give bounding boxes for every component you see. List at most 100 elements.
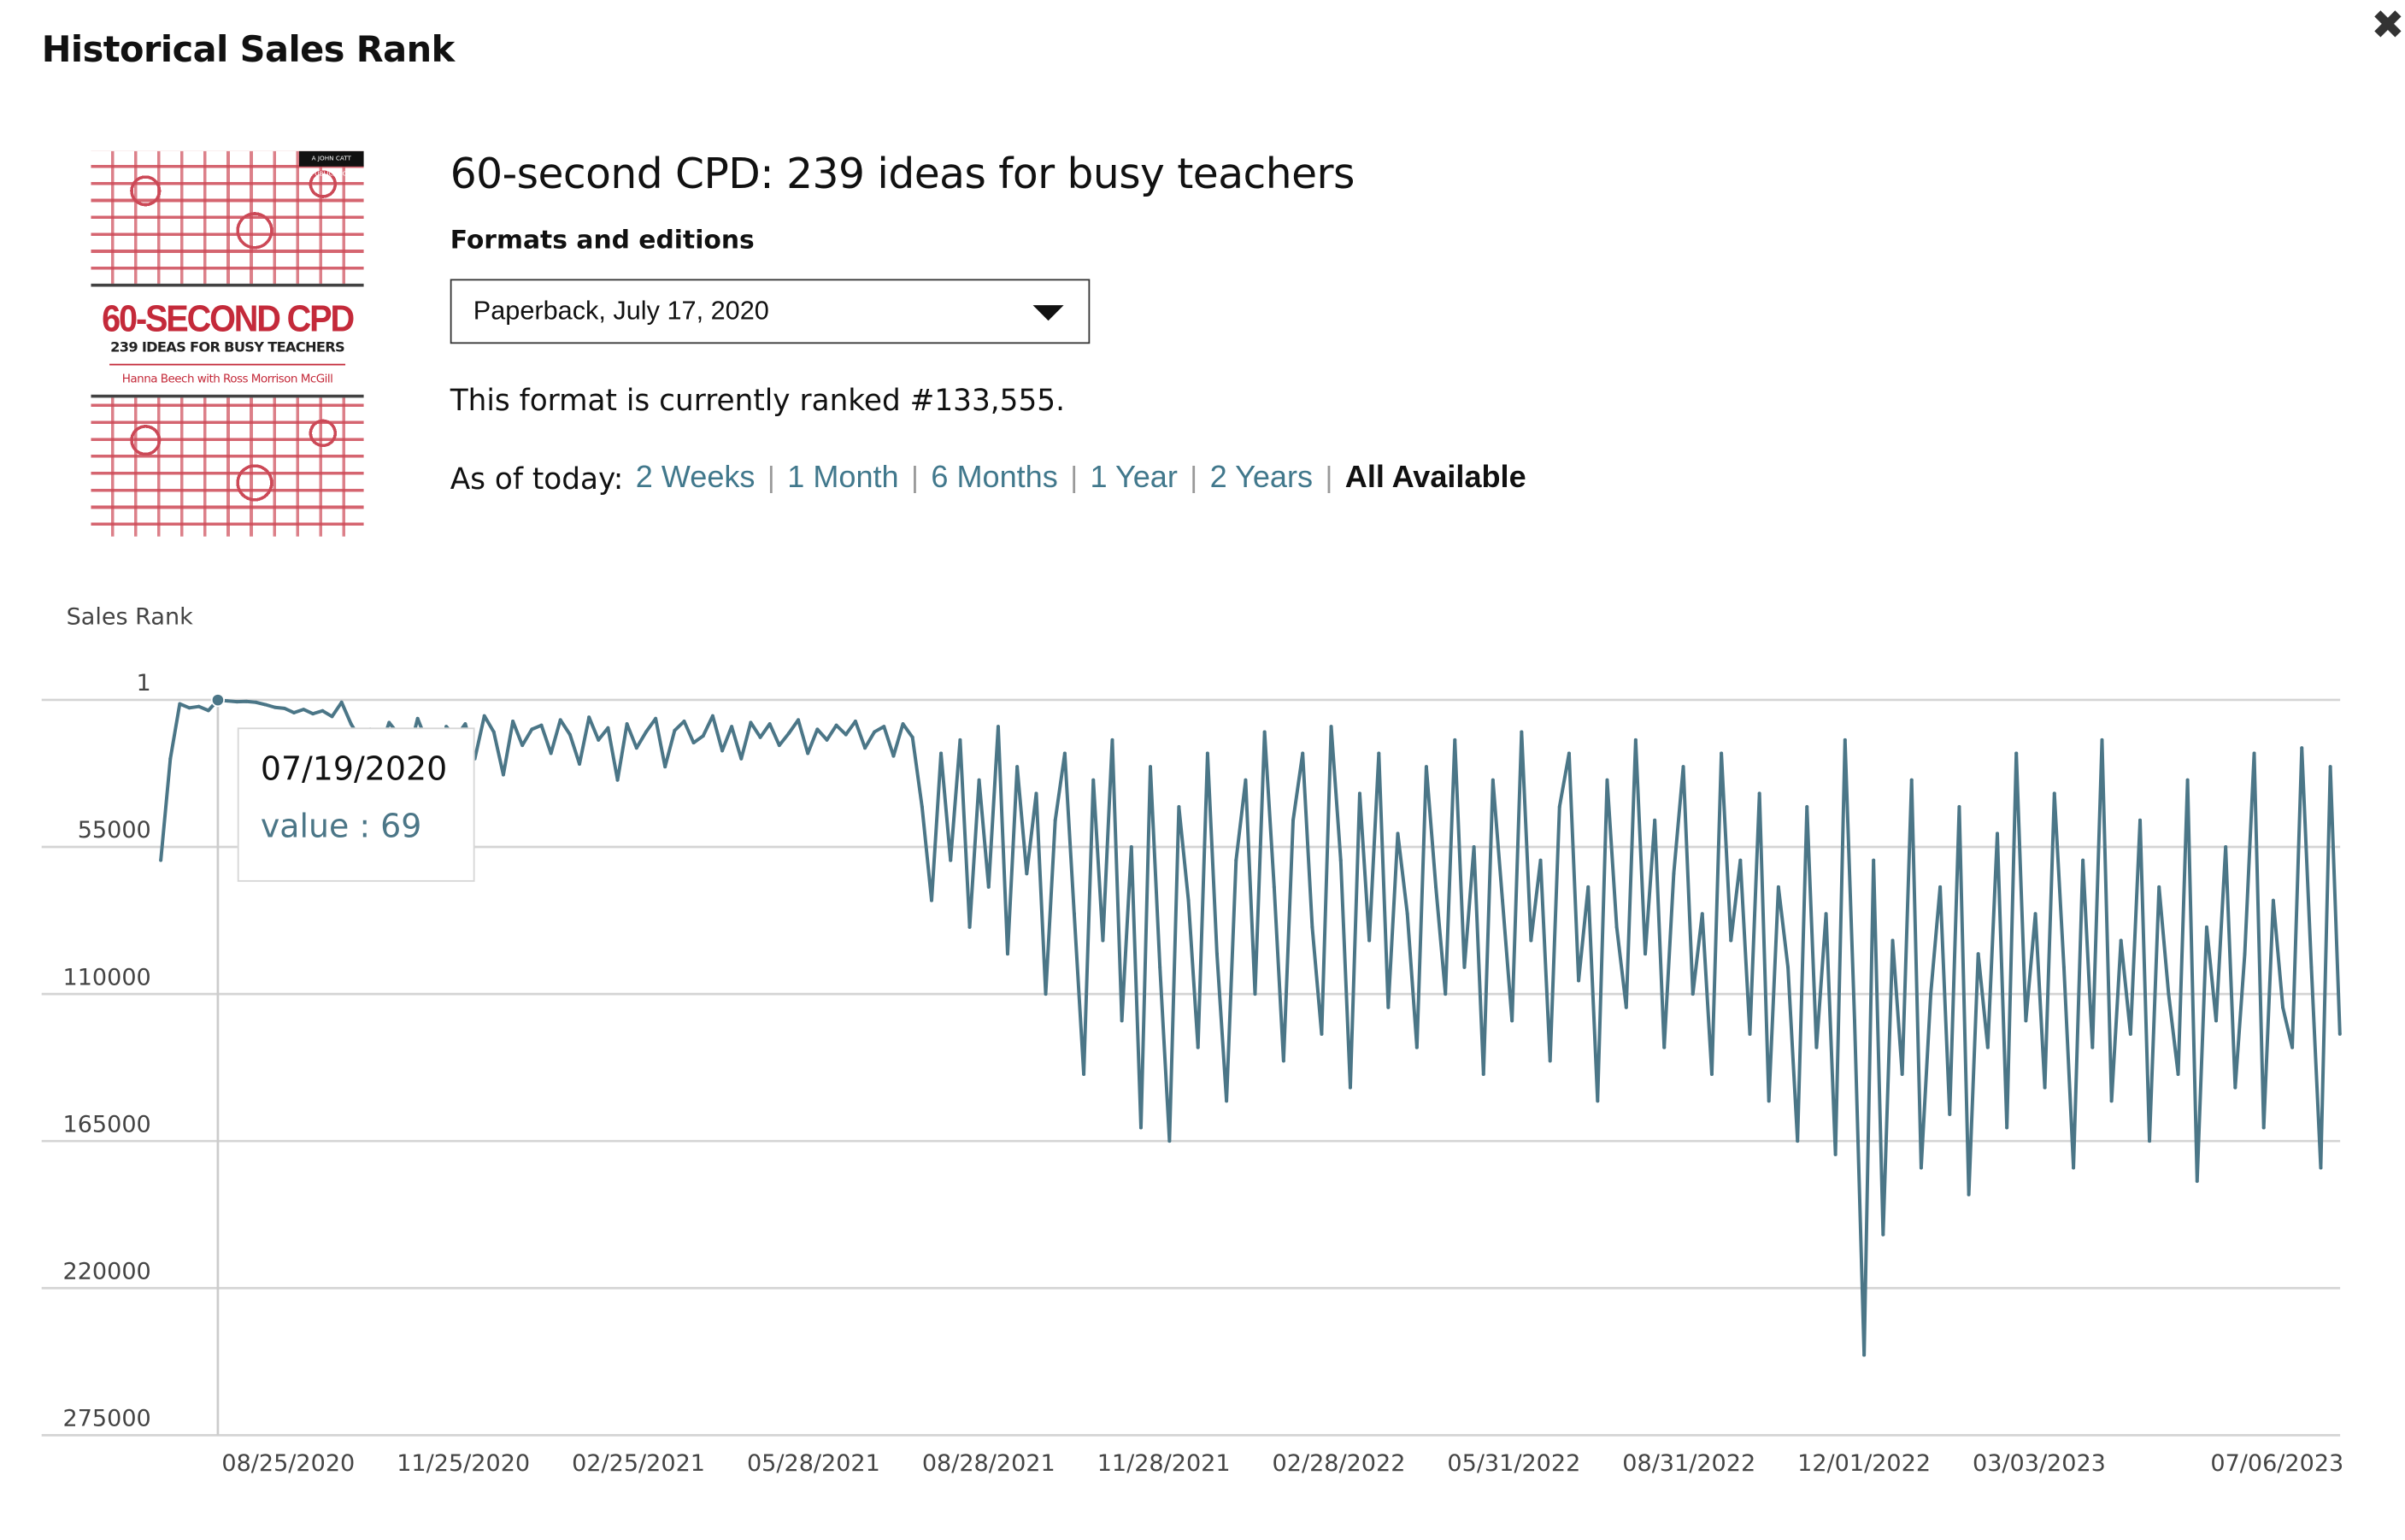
data-point [986,885,991,889]
data-point [777,744,781,748]
data-point [1738,858,1743,862]
data-point [282,706,286,710]
data-point [797,718,801,722]
data-point [1424,765,1428,769]
data-point [1596,1099,1600,1103]
data-point [2100,738,2104,742]
x-tick-label: 05/28/2021 [747,1450,880,1477]
data-point [320,708,325,713]
data-point [2148,1139,2152,1143]
close-icon[interactable]: ✖ [2371,3,2405,50]
data-point [1510,1019,1514,1023]
data-point [1529,938,1533,943]
data-point [1691,992,1695,996]
data-point [1967,1192,1971,1196]
data-point [1110,738,1114,742]
data-point [977,778,981,782]
data-point [663,765,667,769]
tooltip-value: value : 69 [260,808,422,845]
data-point [226,699,230,703]
data-point [1338,858,1343,862]
data-point [1205,751,1209,755]
data-point [1177,805,1181,809]
data-point [415,716,420,720]
data-point [1700,912,1704,916]
range-6-months[interactable]: 6 Months [931,461,1058,496]
data-point [654,716,658,720]
data-point [1149,765,1153,769]
data-point [2290,1045,2295,1049]
data-point [1044,992,1048,996]
data-point [2185,778,2190,782]
data-point [206,708,210,713]
data-point [1167,1139,1172,1143]
x-tick-label: 08/25/2020 [221,1450,355,1477]
separator: | [767,461,775,495]
data-point [444,725,449,729]
data-point [387,720,391,725]
chart-tooltip: 07/19/2020 value : 69 [237,727,475,882]
data-point [720,749,725,753]
data-point [2224,845,2228,849]
formats-label: Formats and editions [450,225,755,255]
data-point [1843,738,1847,742]
data-point [1462,965,1467,969]
data-point [1653,818,1657,822]
data-point [567,732,572,737]
data-point [1405,912,1409,916]
cover-pattern-top [91,150,364,287]
data-point [273,705,277,709]
data-point [815,727,820,732]
data-point [634,746,638,750]
data-point [2014,751,2019,755]
data-point [330,714,334,719]
x-tick-label: 02/28/2022 [1273,1450,1406,1477]
data-point [1662,1045,1667,1049]
data-point [1624,1005,1628,1009]
data-point [2195,1179,2199,1184]
data-point [2005,1126,2009,1130]
data-point [2109,1099,2114,1103]
range-1-year[interactable]: 1 Year [1090,461,1178,496]
format-select[interactable]: Paperback, July 17, 2020 [450,279,1091,344]
data-point [691,740,696,744]
data-point [2214,1019,2219,1023]
range-2-weeks[interactable]: 2 Weeks [635,461,756,496]
data-point [2072,1166,2076,1170]
data-point [2328,765,2332,769]
data-point [625,722,629,726]
range-2-years[interactable]: 2 Years [1209,461,1314,496]
data-point [1034,791,1038,796]
data-point [1567,751,1571,755]
data-point [2061,965,2066,969]
data-point [1786,965,1791,969]
data-point [558,718,562,722]
y-tick-label: 165000 [63,1111,151,1137]
data-point [1833,1152,1838,1156]
data-point [2337,1032,2342,1037]
data-point [863,746,867,750]
range-1-month[interactable]: 1 Month [787,461,899,496]
data-point [644,730,648,734]
data-point [235,700,239,704]
data-point [539,723,544,727]
data-point [749,720,753,725]
y-tick-label: 110000 [63,964,151,990]
data-point [1614,925,1619,929]
data-point [1900,1072,1904,1076]
data-point [197,704,201,708]
data-point [530,727,534,732]
book-cover-image: A JOHN CATT PUBLICATION 60-SECOND CPD 23… [91,150,364,537]
data-point [1434,885,1438,889]
data-point [1824,912,1828,916]
data-point [1414,1045,1419,1049]
y-tick-label: 220000 [63,1258,151,1284]
cover-pattern-bottom [91,394,364,537]
data-point [767,722,772,726]
range-all-available[interactable]: All Available [1344,461,1526,496]
x-tick-label: 08/31/2022 [1622,1450,1755,1477]
data-point [1386,1005,1391,1009]
data-point [2252,751,2256,755]
